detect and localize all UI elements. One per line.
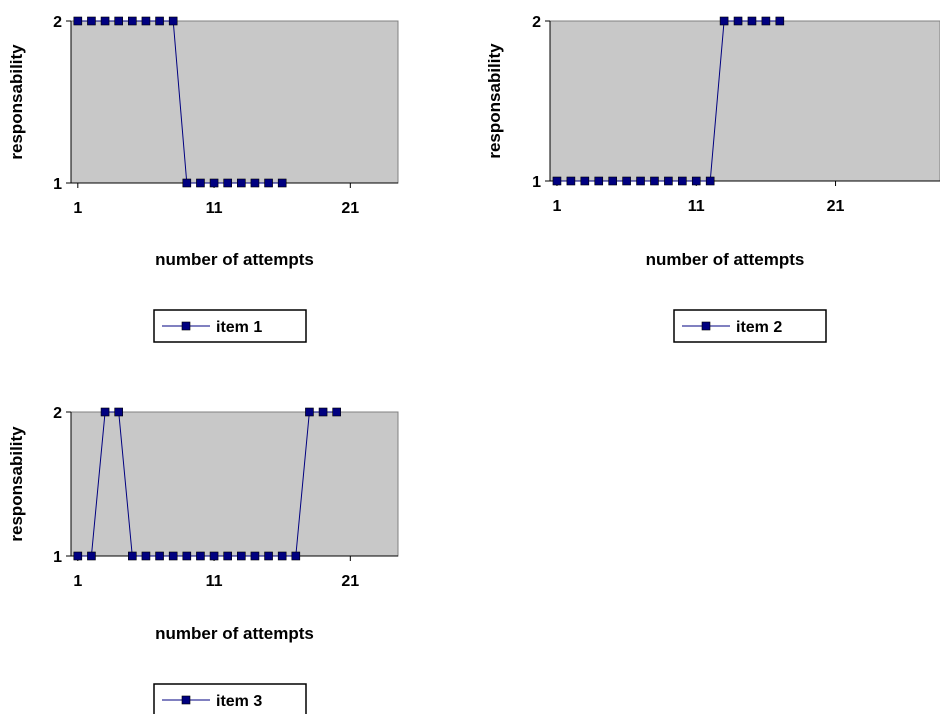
- data-point: [209, 178, 219, 188]
- legend-marker: [181, 695, 191, 705]
- data-point: [114, 16, 123, 26]
- data-point: [237, 178, 246, 188]
- x-tick-label: 11: [688, 198, 705, 215]
- y-tick-label: 1: [532, 174, 541, 191]
- data-point: [264, 178, 273, 188]
- x-tick-label: 1: [73, 573, 82, 590]
- x-axis-title: number of attempts: [155, 250, 314, 269]
- data-point: [608, 176, 617, 186]
- y-tick-label: 1: [53, 176, 62, 193]
- x-tick-label: 1: [553, 198, 562, 215]
- data-point: [223, 178, 232, 188]
- data-point: [87, 551, 96, 561]
- legend-label: item 2: [736, 319, 782, 336]
- legend-marker: [181, 321, 191, 331]
- data-point: [100, 407, 110, 417]
- y-axis-title: responsability: [7, 426, 26, 542]
- data-point: [155, 551, 164, 561]
- data-point: [168, 551, 178, 561]
- y-tick-label: 2: [53, 405, 62, 422]
- data-point: [566, 176, 576, 186]
- data-point: [209, 551, 219, 561]
- data-point: [775, 16, 785, 26]
- data-point: [141, 551, 151, 561]
- data-point: [747, 16, 757, 26]
- x-tick-label: 21: [827, 198, 845, 215]
- data-point: [155, 16, 164, 26]
- plot-area: [70, 20, 399, 184]
- data-point: [87, 16, 96, 26]
- y-axis-title: responsability: [7, 44, 26, 160]
- data-point: [196, 551, 205, 561]
- data-point: [580, 176, 590, 186]
- data-point: [73, 551, 83, 561]
- x-axis-title: number of attempts: [155, 624, 314, 643]
- data-point: [650, 176, 659, 186]
- data-point: [332, 407, 341, 417]
- data-point: [277, 551, 287, 561]
- x-tick-label: 21: [341, 200, 359, 217]
- data-point: [552, 176, 562, 186]
- x-tick-label: 21: [341, 573, 359, 590]
- data-point: [678, 176, 687, 186]
- x-tick-label: 11: [206, 573, 223, 590]
- legend-marker: [701, 321, 711, 331]
- data-point: [182, 178, 192, 188]
- data-point: [636, 176, 645, 186]
- data-point: [250, 551, 260, 561]
- data-point: [761, 16, 771, 26]
- data-point: [100, 16, 110, 26]
- y-axis-title: responsability: [485, 43, 504, 159]
- data-point: [305, 407, 314, 417]
- data-point: [168, 16, 178, 26]
- data-point: [594, 176, 604, 186]
- data-point: [705, 176, 715, 186]
- data-point: [250, 178, 260, 188]
- data-point: [196, 178, 205, 188]
- plot-area: [70, 411, 399, 557]
- data-point: [73, 16, 83, 26]
- data-point: [277, 178, 287, 188]
- data-point: [691, 176, 701, 186]
- x-tick-label: 11: [206, 200, 223, 217]
- legend-box: [153, 683, 307, 714]
- data-point: [264, 551, 273, 561]
- data-point: [114, 407, 123, 417]
- data-point: [318, 407, 328, 417]
- data-point: [733, 16, 743, 26]
- y-tick-label: 2: [532, 14, 541, 31]
- plot-area: [549, 20, 940, 182]
- data-point: [128, 16, 137, 26]
- data-point: [182, 551, 192, 561]
- data-point: [622, 176, 631, 186]
- legend-label: item 1: [216, 319, 262, 336]
- data-point: [237, 551, 246, 561]
- x-tick-label: 1: [73, 200, 82, 217]
- data-point: [141, 16, 151, 26]
- data-point: [223, 551, 232, 561]
- legend-label: item 3: [216, 693, 262, 710]
- x-axis-title: number of attempts: [646, 250, 805, 269]
- y-tick-label: 2: [53, 14, 62, 31]
- y-tick-label: 1: [53, 549, 62, 566]
- series-line: [77, 20, 283, 184]
- data-point: [291, 551, 301, 561]
- data-point: [128, 551, 137, 561]
- data-point: [664, 176, 673, 186]
- data-point: [719, 16, 729, 26]
